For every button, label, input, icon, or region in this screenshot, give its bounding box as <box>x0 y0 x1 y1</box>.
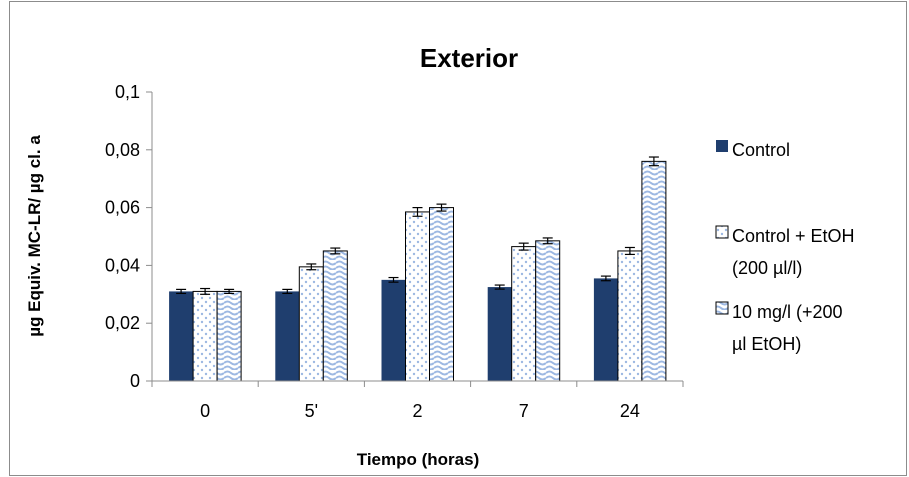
bar-3 <box>641 160 667 382</box>
legend-label: µl EtOH) <box>732 334 801 354</box>
legend-label: 10 mg/l (+200 <box>732 302 843 322</box>
bar-3 <box>216 290 242 382</box>
bar-1 <box>593 278 618 381</box>
x-tick-label: 2 <box>412 401 422 421</box>
bar-1 <box>487 287 512 381</box>
legend: Control Control + EtOH (200 µl/l) 10 mg/l (… <box>715 140 855 354</box>
bar-2 <box>511 246 537 382</box>
bar-2 <box>298 266 324 382</box>
y-tick-label: 0,1 <box>115 82 140 102</box>
y-tick-label: 0,02 <box>105 313 140 333</box>
y-tick-label: 0,06 <box>105 198 140 218</box>
legend-swatch <box>715 225 729 239</box>
x-tick-label: 5' <box>305 401 318 421</box>
x-axis: 0 5' 2 7 24 <box>151 381 684 421</box>
legend-label: Control + EtOH <box>732 226 855 246</box>
bar-2 <box>405 211 430 382</box>
legend-swatch <box>715 301 729 315</box>
bar-3 <box>322 250 348 382</box>
legend-label: Control <box>732 140 790 160</box>
bar-3 <box>535 240 561 382</box>
bar-3 <box>429 207 454 382</box>
y-tick-label: 0,04 <box>105 255 140 275</box>
x-tick-label: 0 <box>200 401 210 421</box>
chart-title: Exterior <box>420 43 518 73</box>
y-tick-label: 0,08 <box>105 140 140 160</box>
legend-label: (200 µl/l) <box>732 258 802 278</box>
plot-bars <box>169 156 667 382</box>
y-axis-label: µg Equiv. MC-LR/ µg cl. a <box>25 135 44 337</box>
y-axis: 0 0,02 0,04 0,06 0,08 0,1 <box>105 82 152 391</box>
bar-1 <box>275 291 300 381</box>
x-tick-label: 24 <box>620 401 640 421</box>
bar-2 <box>192 290 218 382</box>
bar-2 <box>617 250 643 382</box>
bar-1 <box>381 279 406 381</box>
bar-1 <box>169 291 194 381</box>
x-axis-label: Tiempo (horas) <box>357 450 479 469</box>
x-tick-label: 7 <box>519 401 529 421</box>
chart-border <box>9 1 907 476</box>
legend-swatch <box>716 140 728 152</box>
y-tick-label: 0 <box>130 371 140 391</box>
